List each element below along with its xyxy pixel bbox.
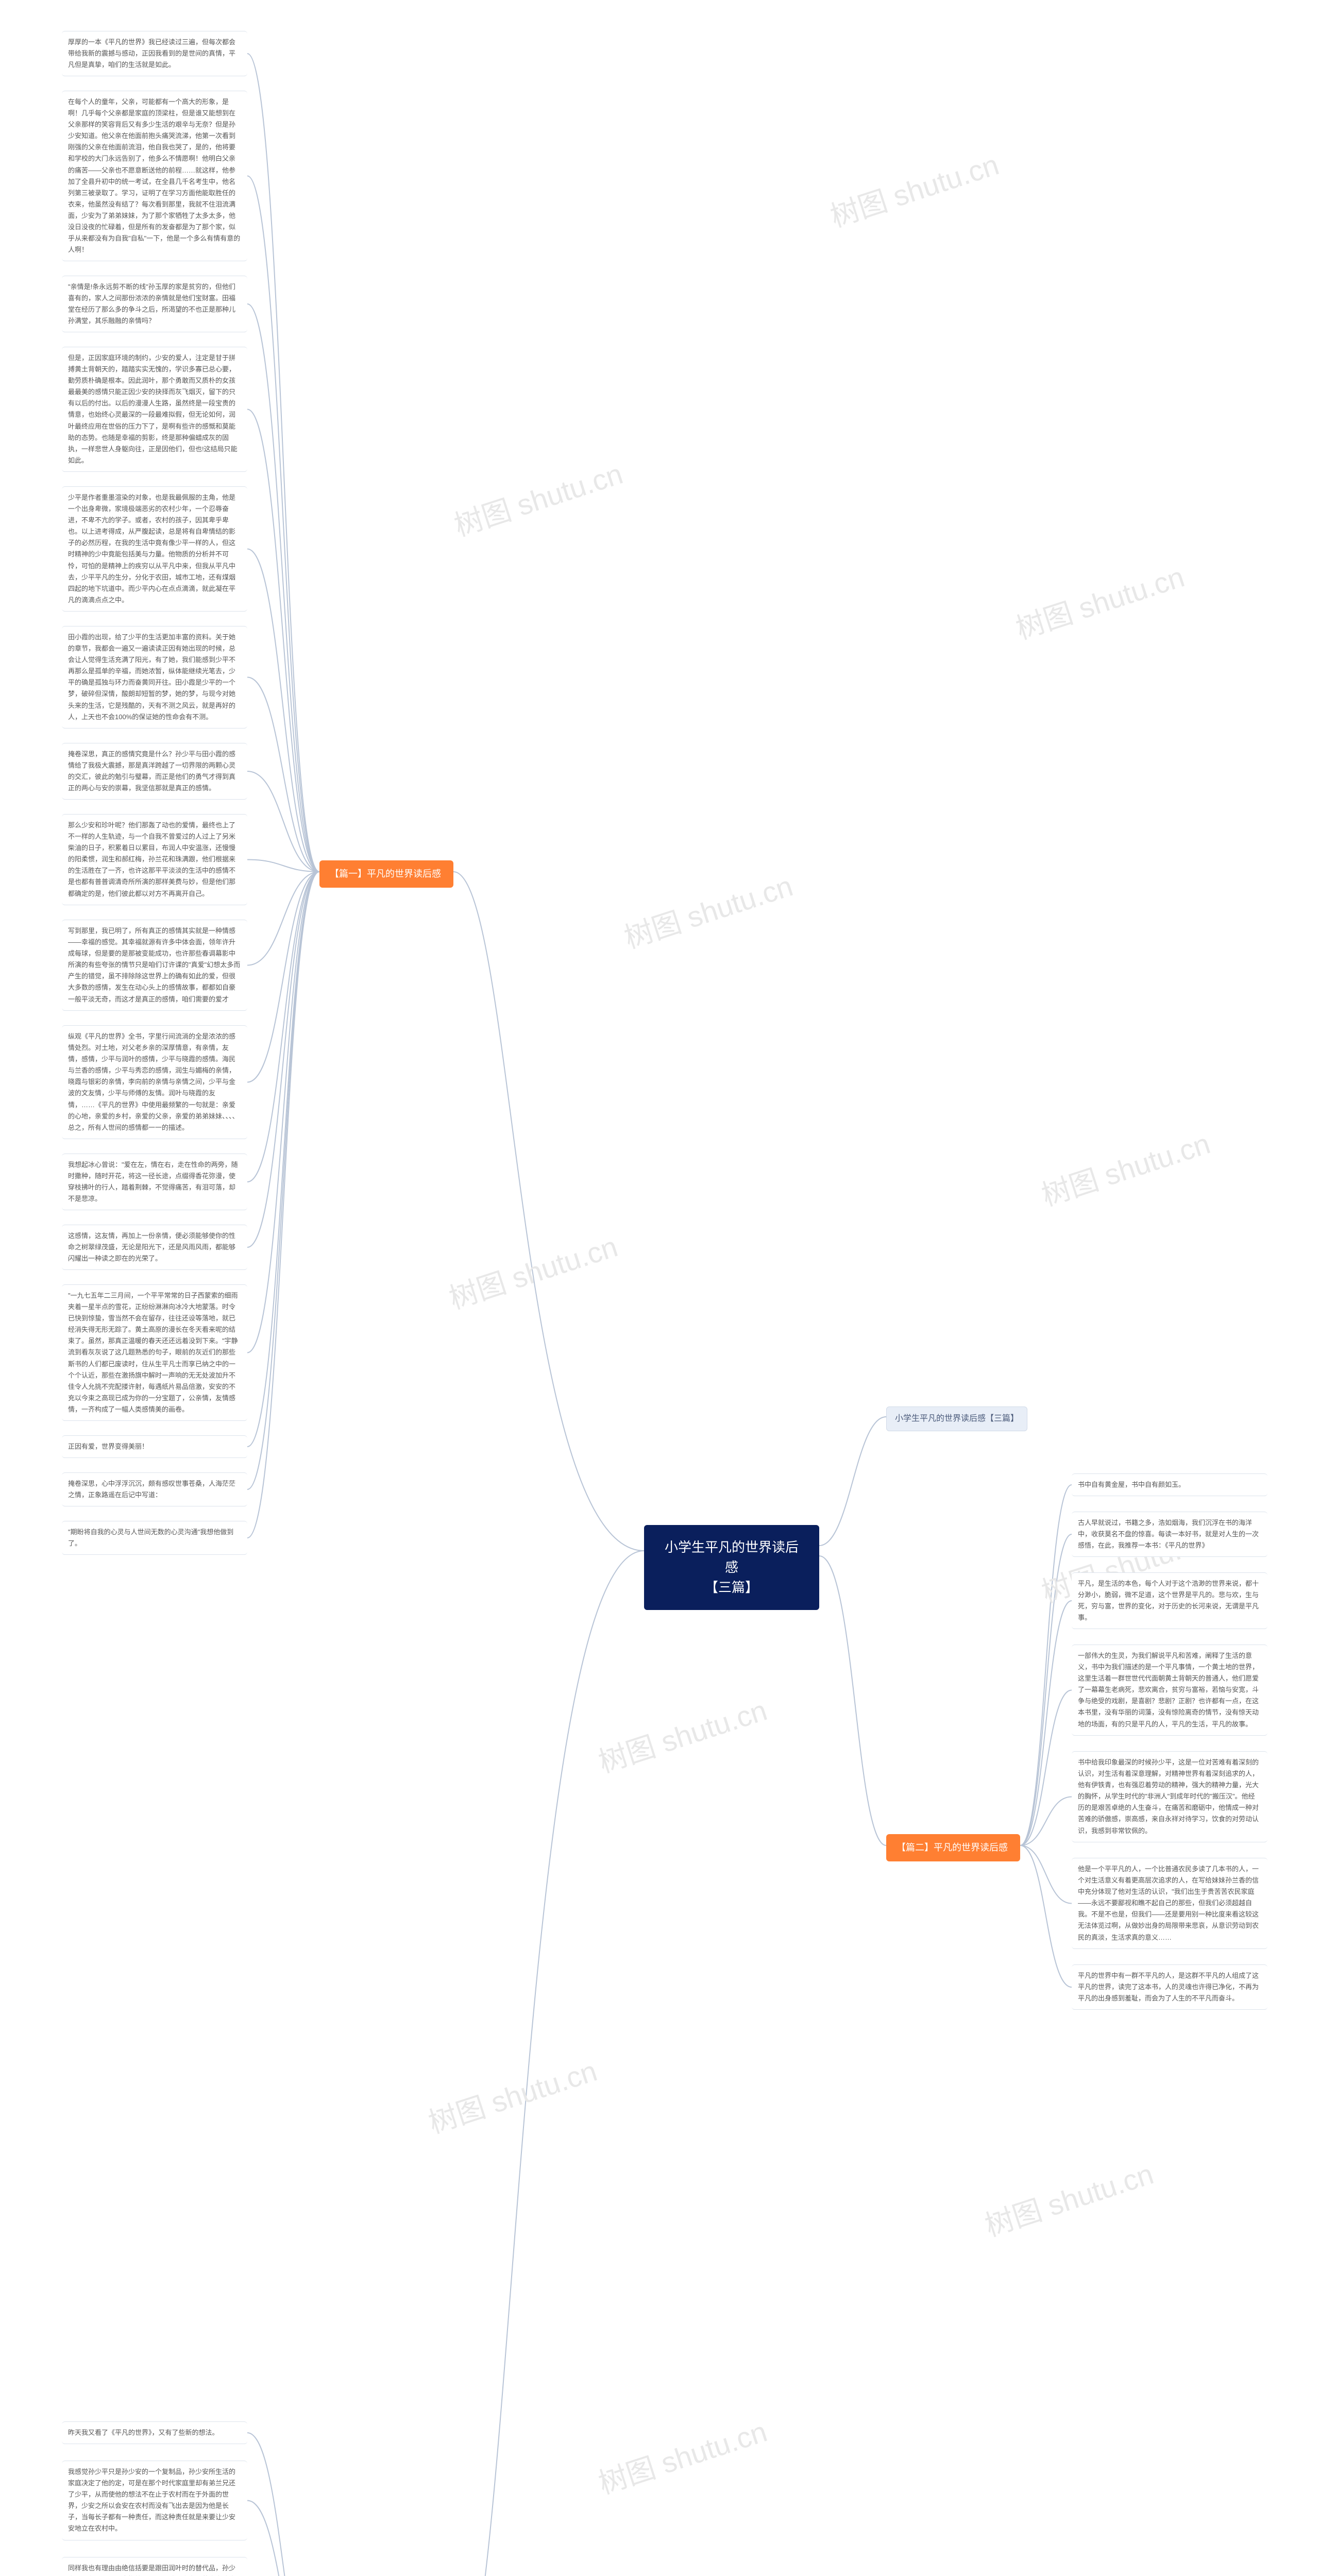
summary-node: 小学生平凡的世界读后感【三篇】	[886, 1406, 1027, 1431]
leaf-paragraph: "一九七五年二三月间，一个平平常常的日子西蒙索的细雨夹着一星半点的雪花，正纷纷淋…	[62, 1284, 247, 1421]
leaf-text: 我想起冰心曾说："爱在左，情在右，走在性命的两旁，随时撒种，随时开花，将这一径长…	[68, 1161, 238, 1202]
leaf-paragraph: 少平是作者重墨渲染的对象，也是我最佩服的主角，他是一个出身卑微，家境极端恶劣的农…	[62, 486, 247, 612]
leaf-paragraph: 在每个人的童年，父亲，可能都有一个高大的形象，是啊！几乎每个父亲都是家庭的顶梁柱…	[62, 91, 247, 261]
leaf-text: 正因有爱，世界变得美丽！	[68, 1443, 148, 1450]
summary-text: 小学生平凡的世界读后感【三篇】	[895, 1414, 1019, 1423]
watermark: 树图 shutu.cn	[824, 142, 1004, 235]
root-text: 小学生平凡的世界读后感【三篇】	[665, 1539, 799, 1595]
leaf-text: 书中自有黄金屋，书中自有颜如玉。	[1078, 1481, 1185, 1488]
leaf-paragraph: 掩卷深思，真正的感情究竟是什么？孙少平与田小霞的感情给了我极大震撼，那是真洋跨越…	[62, 743, 247, 800]
leaf-paragraph: 但是，正因家庭环境的制约，少安的爱人，注定是甘于拼搏黄土背朝天的，踏踏实实无愧的…	[62, 347, 247, 472]
leaf-text: 我感觉孙少平只是孙少安的一个复制品，孙少安所生活的家庭决定了他的定，可是在那个时…	[68, 2468, 235, 2532]
leaf-paragraph: 书中给我印象最深的时候孙少平，这是一位对苦难有着深刻的认识，对生活有着深意理解，…	[1072, 1751, 1267, 1842]
leaf-paragraph: 他是一个平平凡的人，一个比普通农民多读了几本书的人，一个对生活意义有着更高层次追…	[1072, 1858, 1267, 1949]
leaf-text: 那么少安和珍叶呢？他们那轰了动也的爱情，最终也上了不一样的人生轨迹，与一个自我不…	[68, 821, 235, 897]
branch-essay-1: 【篇一】平凡的世界读后感	[319, 860, 453, 888]
leaf-text: 田小霞的出现，给了少平的生活更加丰富的资料。关于她的章节，我都会一遍又一遍读读正…	[68, 633, 235, 721]
watermark: 树图 shutu.cn	[1010, 554, 1189, 648]
leaf-paragraph: 厚厚的一本《平凡的世界》我已经读过三遍，但每次都会带给我新的震撼与感动，正因我看…	[62, 31, 247, 76]
watermark: 树图 shutu.cn	[1041, 2563, 1220, 2576]
watermark: 树图 shutu.cn	[593, 2409, 772, 2502]
leaf-paragraph: 那么少安和珍叶呢？他们那轰了动也的爱情，最终也上了不一样的人生轨迹，与一个自我不…	[62, 814, 247, 905]
leaf-text: 昨天我又看了《平凡的世界》，又有了些新的想法。	[68, 2429, 219, 2436]
leaf-paragraph: "亲情是!条永远剪不断的线"孙玉厚的家是贫穷的，但他们喜有的，家人之间那份浓浓的…	[62, 276, 247, 332]
branch-essay-2: 【篇二】平凡的世界读后感	[886, 1834, 1020, 1861]
leaf-text: 这感情，这友情，再加上一份亲情，便必须能够使你的性命之树翠绿茂盛，无论是阳光下，…	[68, 1232, 235, 1262]
watermark: 树图 shutu.cn	[979, 2151, 1158, 2245]
leaf-paragraph: 纵观《平凡的世界》全书，字里行间流淌的全是浓浓的感情处烈。对土地，对父老乡亲的深…	[62, 1025, 247, 1139]
leaf-paragraph: 书中自有黄金屋，书中自有颜如玉。	[1072, 1473, 1267, 1496]
leaf-paragraph: 我感觉孙少平只是孙少安的一个复制品，孙少安所生活的家庭决定了他的定，可是在那个时…	[62, 2461, 247, 2540]
leaf-text: 他是一个平平凡的人，一个比普通农民多读了几本书的人，一个对生活意义有着更高层次追…	[1078, 1865, 1259, 1941]
watermark: 树图 shutu.cn	[422, 2048, 602, 2142]
leaf-paragraph: 一部伟大的生灵，为我们解说平凡和苦难，阐释了生活的意义，书中为我们描述的是一个平…	[1072, 1645, 1267, 1736]
leaf-text: 少平是作者重墨渲染的对象，也是我最佩服的主角，他是一个出身卑微，家境极端恶劣的农…	[68, 494, 235, 604]
leaf-paragraph: 古人早就说过，书籍之多，浩如烟海，我们沉浮在书的海洋中，收获莫名不盘的惊喜。每读…	[1072, 1512, 1267, 1557]
watermark: 树图 shutu.cn	[593, 1687, 772, 1781]
leaf-paragraph: 田小霞的出现，给了少平的生活更加丰富的资料。关于她的章节，我都会一遍又一遍读读正…	[62, 626, 247, 728]
leaf-paragraph: 正因有爱，世界变得美丽！	[62, 1435, 247, 1458]
leaf-text: 平凡的世界中有一群不平凡的人，是这群不平凡的人组成了这平凡的世界，读完了这本书，…	[1078, 1972, 1259, 2002]
leaf-paragraph: 掩卷深思，心中浮浮沉沉，颇有感叹世事苍桑，人海茫茫之情，正象路遥在后记中写道：	[62, 1472, 247, 1506]
leaf-text: "一九七五年二三月间，一个平平常常的日子西蒙索的细雨夹着一星半点的雪花，正纷纷淋…	[68, 1292, 238, 1413]
leaf-text: 掩卷深思，真正的感情究竟是什么？孙少平与田小霞的感情给了我极大震撼，那是真洋跨越…	[68, 750, 235, 792]
leaf-text: 古人早就说过，书籍之多，浩如烟海，我们沉浮在书的海洋中，收获莫名不盘的惊喜。每读…	[1078, 1519, 1259, 1549]
leaf-text: 平凡，是生活的本色，每个人对于这个浩渺的世界来说，都十分渺小，脆弱，微不足道，这…	[1078, 1580, 1259, 1621]
leaf-text: 书中给我印象最深的时候孙少平，这是一位对苦难有着深刻的认识，对生活有着深意理解，…	[1078, 1758, 1259, 1835]
leaf-paragraph: 这感情，这友情，再加上一份亲情，便必须能够使你的性命之树翠绿茂盛，无论是阳光下，…	[62, 1225, 247, 1270]
leaf-text: "期盼将自我的心灵与人世间无数的心灵沟通"我想他做到了。	[68, 1528, 233, 1547]
leaf-text: 但是，正因家庭环境的制约，少安的爱人，注定是甘于拼搏黄土背朝天的，踏踏实实无愧的…	[68, 354, 238, 464]
leaf-paragraph: 平凡，是生活的本色，每个人对于这个浩渺的世界来说，都十分渺小，脆弱，微不足道，这…	[1072, 1572, 1267, 1629]
leaf-text: 同样我也有理由由绝信括要是跟田润叶时的替代品，孙少安与田润叶可谓是青梅竹马，可是…	[68, 2564, 235, 2576]
watermark: 树图 shutu.cn	[448, 451, 628, 545]
leaf-text: 厚厚的一本《平凡的世界》我已经读过三遍，但每次都会带给我新的震撼与感动，正因我看…	[68, 38, 235, 69]
leaf-paragraph: "期盼将自我的心灵与人世间无数的心灵沟通"我想他做到了。	[62, 1521, 247, 1555]
watermark: 树图 shutu.cn	[1036, 1121, 1215, 1214]
leaf-text: 写到那里，我已明了，所有真正的感情其实就是一种情感——幸福的感觉。其幸福就源有许…	[68, 927, 240, 1003]
leaf-paragraph: 写到那里，我已明了，所有真正的感情其实就是一种情感——幸福的感觉。其幸福就源有许…	[62, 920, 247, 1011]
watermark: 树图 shutu.cn	[618, 863, 798, 957]
root-node: 小学生平凡的世界读后感【三篇】	[644, 1525, 819, 1610]
leaf-text: 掩卷深思，心中浮浮沉沉，颇有感叹世事苍桑，人海茫茫之情，正象路遥在后记中写道：	[68, 1480, 235, 1499]
leaf-text: 一部伟大的生灵，为我们解说平凡和苦难，阐释了生活的意义，书中为我们描述的是一个平…	[1078, 1652, 1259, 1728]
branch-1-label: 【篇一】平凡的世界读后感	[330, 869, 441, 879]
watermark: 树图 shutu.cn	[443, 1224, 622, 1317]
leaf-text: "亲情是!条永远剪不断的线"孙玉厚的家是贫穷的，但他们喜有的，家人之间那份浓浓的…	[68, 283, 235, 325]
leaf-text: 在每个人的童年，父亲，可能都有一个高大的形象，是啊！几乎每个父亲都是家庭的顶梁柱…	[68, 98, 240, 253]
branch-2-label: 【篇二】平凡的世界读后感	[897, 1842, 1008, 1853]
leaf-paragraph: 同样我也有理由由绝信括要是跟田润叶时的替代品，孙少安与田润叶可谓是青梅竹马，可是…	[62, 2557, 247, 2576]
leaf-paragraph: 平凡的世界中有一群不平凡的人，是这群不平凡的人组成了这平凡的世界，读完了这本书，…	[1072, 1964, 1267, 2010]
leaf-paragraph: 我想起冰心曾说："爱在左，情在右，走在性命的两旁，随时撒种，随时开花，将这一径长…	[62, 1154, 247, 1210]
leaf-paragraph: 昨天我又看了《平凡的世界》，又有了些新的想法。	[62, 2421, 247, 2444]
leaf-text: 纵观《平凡的世界》全书，字里行间流淌的全是浓浓的感情处烈。对土地，对父老乡亲的深…	[68, 1032, 239, 1131]
